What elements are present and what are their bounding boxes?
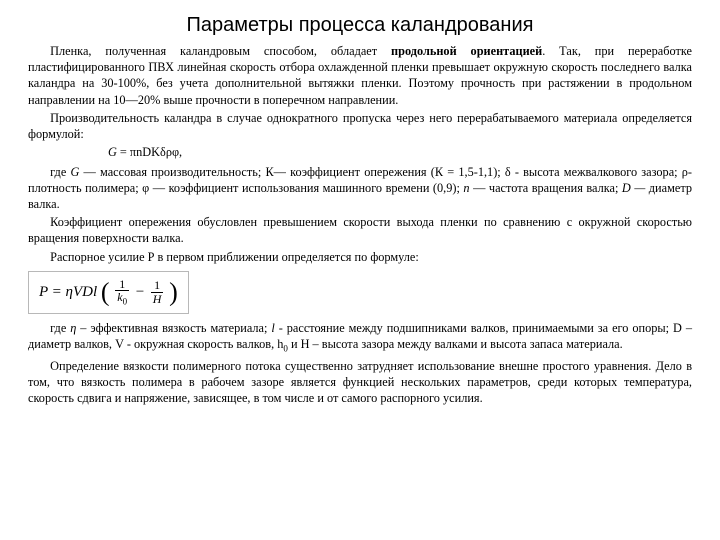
frac1-den: k0 [115,291,129,307]
rparen-icon: ) [169,278,178,307]
minus-sign: − [135,284,149,300]
formula-force: P = ηVDl ( 1 k0 − 1 H ) [28,271,189,314]
paragraph-coefficient: Коэффициент опережения обусловлен превыш… [28,214,692,246]
formula-G: G [108,145,117,159]
lparen-icon: ( [101,278,110,307]
paragraph-where-eta: где η – эффективная вязкость материала; … [28,320,692,356]
formula-prefix: P = ηVDl [39,284,97,300]
where2-c: и H – высота зазора между валками и высо… [288,337,623,351]
where-D: D — [622,181,645,195]
fraction-1: 1 k0 [115,278,129,307]
paragraph-productivity: Производительность каландра в случае одн… [28,110,692,142]
document-page: Параметры процесса каландрования Пленка,… [0,0,720,540]
frac1-num: 1 [115,278,129,292]
intro-part-a: Пленка, полученная каландровым способом,… [50,44,391,58]
formula-force-wrap: P = ηVDl ( 1 k0 − 1 H ) [28,271,692,314]
paragraph-force: Распорное усилие Р в первом приближении … [28,249,692,265]
paragraph-intro: Пленка, полученная каландровым способом,… [28,43,692,108]
where-a: где [50,165,70,179]
where-c: — частота вращения валка; [470,181,622,195]
paragraph-viscosity: Определение вязкости полимерного потока … [28,358,692,407]
where2-gap: – эффективная вязкость материала; [76,321,271,335]
intro-bold: продольной ориентацией [391,44,542,58]
frac2-den: H [151,293,164,306]
formula-eq: = πnDKδρφ, [117,145,182,159]
page-title: Параметры процесса каландрования [28,14,692,37]
fraction-2: 1 H [151,279,164,305]
where2-a: где [50,321,70,335]
paragraph-where-G: где G — массовая производительность; К— … [28,164,692,213]
where-G: G [70,165,79,179]
frac2-num: 1 [151,279,164,293]
frac1-den-sub: 0 [123,297,128,307]
formula-productivity: G = πnDKδρφ, [28,144,692,160]
